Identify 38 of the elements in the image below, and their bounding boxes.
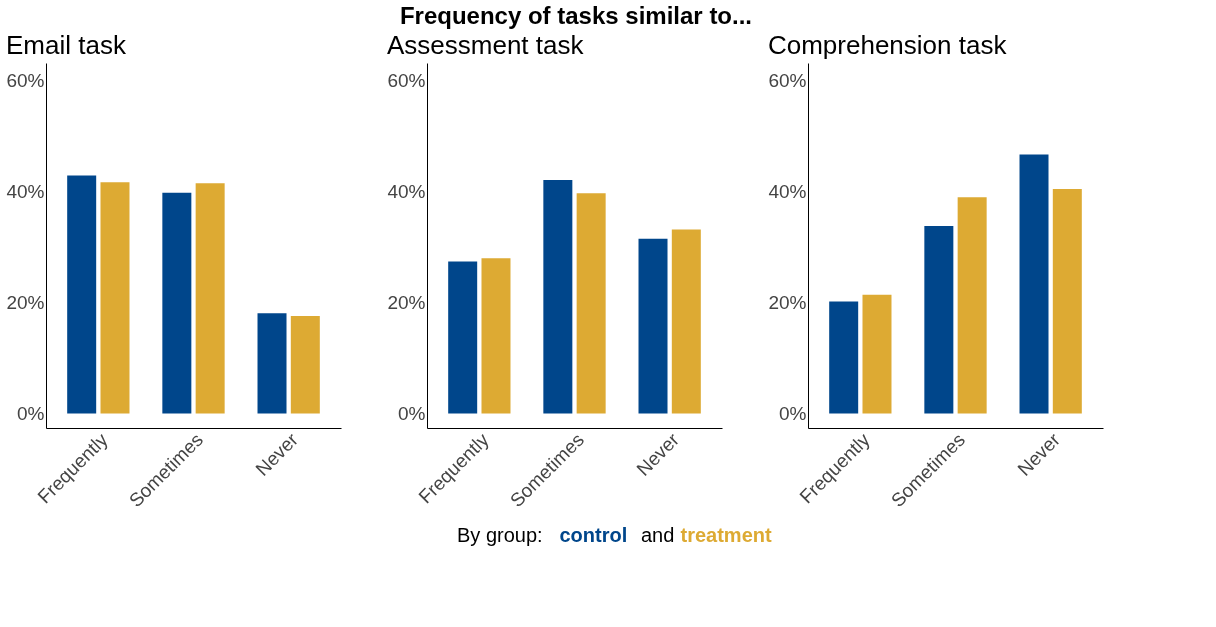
y-tick-label: 20% [6,292,45,314]
legend-title: By group: [457,524,543,546]
bar [862,294,892,414]
bar [290,315,320,414]
text: Frequency of tasks similar to... [399,2,753,29]
bar [67,175,97,414]
bar [1052,188,1082,414]
y-tick-label: 0% [398,403,426,425]
y-tick-label: 40% [6,181,45,203]
y-tick-label: 20% [387,292,426,314]
bar [100,182,130,414]
y-tick-label: 60% [768,70,807,92]
chart-title: Email task [5,30,127,60]
bar [576,193,606,414]
bar [638,238,668,414]
text: and [641,524,675,546]
y-tick-label: 60% [387,70,426,92]
y-tick-label: 40% [768,181,807,203]
chart-title: Comprehension task [767,30,1008,60]
bar [162,192,192,414]
y-tick-label: 20% [768,292,807,314]
text: control [559,524,628,546]
bar [543,180,573,414]
bar [481,258,511,414]
y-tick-label: 0% [17,403,45,425]
bar [257,313,287,414]
chart-title: Assessment task [386,30,585,60]
bar [829,301,859,414]
text: treatment [680,524,772,546]
y-tick-label: 60% [6,70,45,92]
bar [957,197,987,414]
y-tick-label: 0% [779,403,807,425]
bar [671,229,701,414]
bar [924,226,954,414]
bar [448,261,478,414]
y-tick-label: 40% [387,181,426,203]
bar [1019,154,1049,414]
bar [195,183,225,414]
